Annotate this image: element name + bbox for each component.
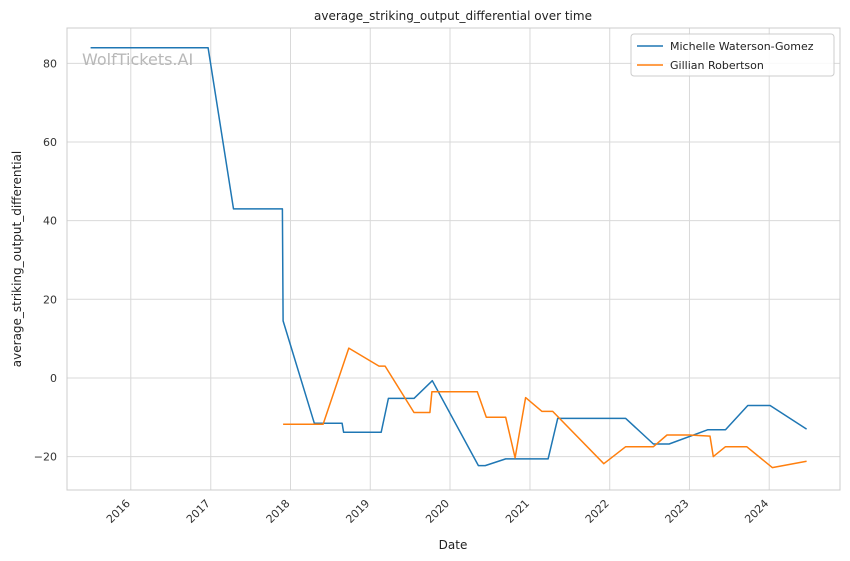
x-tick-label: 2020 [423, 497, 452, 526]
watermark: WolfTickets.AI [82, 50, 193, 69]
y-tick-label: 40 [43, 215, 57, 228]
series-lines [90, 46, 808, 469]
x-tick-labels: 2016 2017 2018 2019 2020 2021 2022 2023 2024 [104, 497, 771, 526]
legend-label-gillian-robertson: Gillian Robertson [670, 59, 764, 72]
y-axis-title: average_striking_output_differential [10, 151, 24, 367]
x-axis-title: Date [439, 538, 468, 552]
x-tick-label: 2022 [583, 497, 612, 526]
y-tick-label: 0 [50, 372, 57, 385]
x-tick-label: 2016 [104, 497, 133, 526]
series-line-michelle-waterson-gomez [90, 46, 808, 467]
plot-background [67, 28, 840, 490]
x-tick-label: 2023 [663, 497, 692, 526]
x-tick-label: 2019 [343, 497, 372, 526]
chart-title: average_striking_output_differential ove… [314, 9, 592, 23]
y-tick-label: 80 [43, 57, 57, 70]
series-line-gillian-robertson [283, 347, 807, 469]
legend: Michelle Waterson-Gomez Gillian Robertso… [630, 33, 835, 77]
x-tick-label: 2017 [184, 497, 213, 526]
y-tick-label: 20 [43, 293, 57, 306]
x-tick-label: 2018 [264, 497, 293, 526]
legend-label-michelle-waterson-gomez: Michelle Waterson-Gomez [670, 40, 814, 53]
x-tick-label: 2021 [503, 497, 532, 526]
legend-box [630, 33, 835, 77]
y-tick-label: 60 [43, 136, 57, 149]
x-tick-label: 2024 [742, 497, 771, 526]
plot-frame [66, 27, 841, 491]
y-tick-label: −20 [34, 451, 57, 464]
y-tick-labels: 80 60 40 20 0 −20 [34, 57, 57, 463]
